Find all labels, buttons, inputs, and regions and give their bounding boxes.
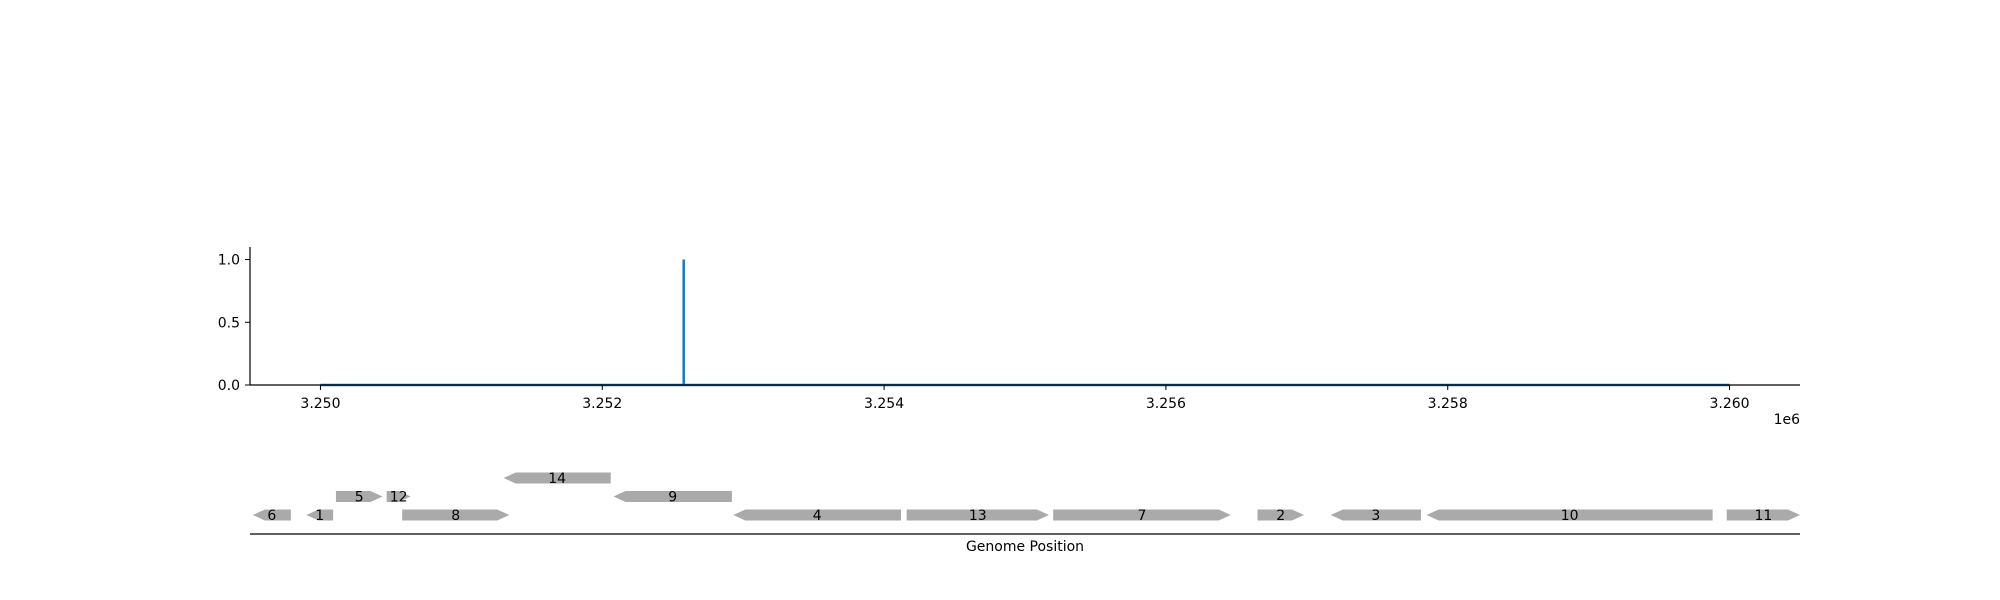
- coverage-line: [320, 259, 1730, 387]
- gene-arrow: [733, 509, 901, 521]
- gene-label: 12: [390, 490, 408, 506]
- gene-label: 2: [1276, 508, 1285, 524]
- coverage-axes: 3.250 3.252 3.254 3.256 3.258 3.260 0.0 0.5 1.0 1…: [218, 247, 1800, 428]
- gene-label: 5: [355, 490, 364, 506]
- gene-arrow: [252, 509, 291, 521]
- gene-label: 1: [315, 508, 324, 524]
- x-tick-label: 3.256: [1146, 396, 1186, 412]
- y-tick-label: 1.0: [218, 253, 240, 269]
- y-tick-label: 0.0: [218, 378, 240, 394]
- gene-label: 3: [1371, 508, 1380, 524]
- gene-label: 13: [969, 508, 987, 524]
- gene-label: 10: [1561, 508, 1579, 524]
- gene-label: 11: [1754, 508, 1772, 524]
- gene-track: 6 1 5 12 8 14 9 4 13 7 2 3 10 11 Genome Position: [250, 471, 1800, 555]
- y-tick-label: 0.5: [218, 315, 240, 331]
- gene-arrow: [1257, 509, 1304, 521]
- gene-arrow: [1426, 509, 1713, 521]
- coverage-series: [320, 259, 1730, 387]
- gene-arrow: [1330, 509, 1421, 521]
- x-tick-label: 3.250: [300, 396, 340, 412]
- gene-arrow: [335, 491, 383, 502]
- gene-arrow: [1053, 509, 1231, 521]
- gene-track-xlabel: Genome Position: [966, 539, 1084, 555]
- gene-arrow: [306, 509, 334, 521]
- gene-label: 6: [267, 508, 276, 524]
- x-offset-label: 1e6: [1774, 412, 1801, 428]
- gene-arrow: [613, 491, 732, 502]
- gene-arrow: [1726, 509, 1800, 521]
- gene-label: 7: [1137, 508, 1146, 524]
- x-tick-label: 3.258: [1428, 396, 1468, 412]
- gene-arrow: [906, 509, 1049, 521]
- gene-label: 9: [668, 490, 677, 506]
- gene-label: 8: [451, 508, 460, 524]
- coverage-plot: 3.250 3.252 3.254 3.256 3.258 3.260 0.0 0.5 1.0 1…: [218, 247, 1800, 428]
- x-tick-label: 3.252: [582, 396, 622, 412]
- gene-shapes: 6 1 5 12 8 14 9 4 13 7 2 3 10 11: [252, 471, 1800, 524]
- gene-axis: Genome Position: [250, 533, 1800, 555]
- gene-label: 4: [813, 508, 822, 524]
- gene-arrow: [402, 509, 510, 521]
- gene-arrow: [503, 472, 611, 484]
- x-tick-label: 3.260: [1709, 396, 1749, 412]
- gene-arrow: [386, 491, 411, 502]
- gene-label: 14: [548, 471, 566, 487]
- x-tick-label: 3.254: [864, 396, 904, 412]
